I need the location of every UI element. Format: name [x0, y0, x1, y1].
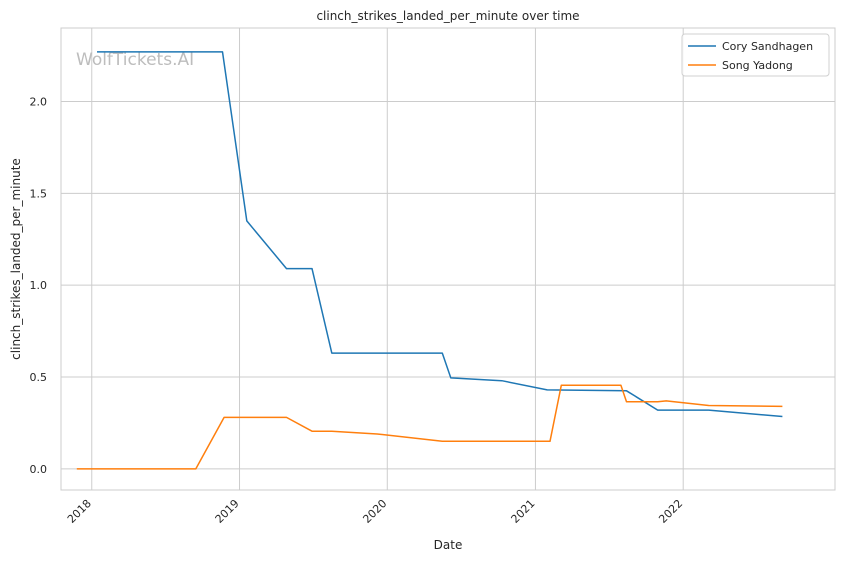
y-tick-label: 2.0 [30, 95, 48, 108]
legend: Cory Sandhagen Song Yadong [681, 33, 830, 77]
chart-title: clinch_strikes_landed_per_minute over ti… [316, 9, 579, 23]
y-tick-label: 0.5 [30, 371, 48, 384]
series-line-1 [97, 51, 783, 418]
legend-label: Cory Sandhagen [722, 40, 813, 53]
y-axis-label: clinch_strikes_landed_per_minute [9, 158, 23, 360]
plot-frame [60, 27, 836, 491]
series-line-2 [76, 384, 783, 470]
y-tick-label: 1.5 [30, 187, 48, 200]
y-tick-label: 1.0 [30, 279, 48, 292]
x-axis-label: Date [434, 538, 463, 552]
legend-box [681, 33, 830, 77]
series-layer [76, 51, 783, 470]
y-tick-label: 0.0 [30, 463, 48, 476]
y-tick-labels: 0.0 0.5 1.0 1.5 2.0 [30, 95, 48, 475]
watermark: WolfTickets.AI [76, 50, 194, 70]
legend-label: Song Yadong [722, 59, 793, 72]
